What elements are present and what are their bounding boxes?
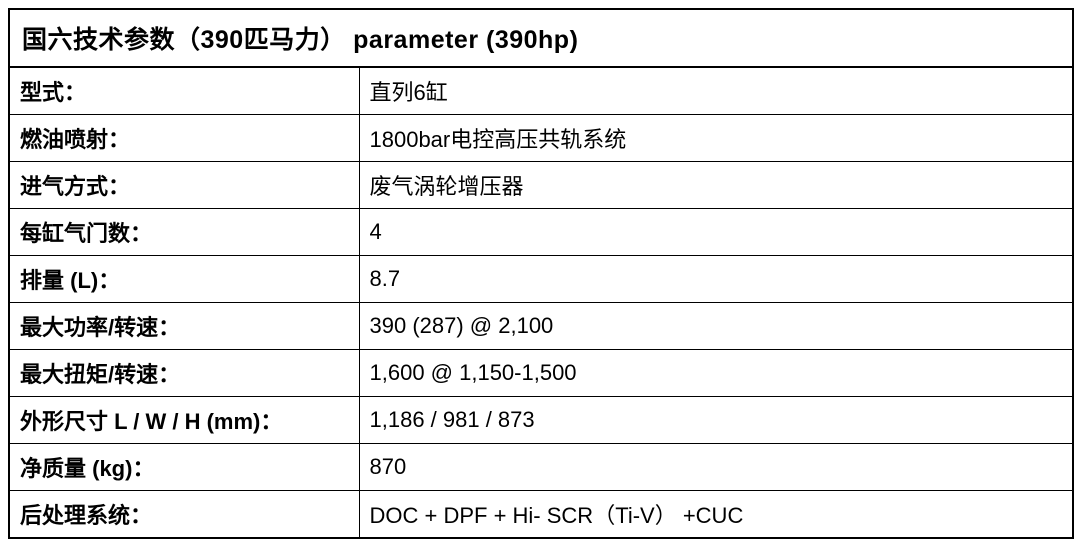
spec-value: 4 (359, 209, 1073, 256)
table-row: 排量 (L)：8.7 (9, 256, 1073, 303)
table-title: 国六技术参数（390匹马力） parameter (390hp) (9, 9, 1073, 67)
spec-value: 870 (359, 444, 1073, 491)
table-row: 每缸气门数：4 (9, 209, 1073, 256)
table-row: 进气方式：废气涡轮增压器 (9, 162, 1073, 209)
spec-value: 1,186 / 981 / 873 (359, 397, 1073, 444)
spec-value: 390 (287) @ 2,100 (359, 303, 1073, 350)
spec-label: 最大功率/转速： (9, 303, 359, 350)
spec-value: DOC + DPF + Hi- SCR（Ti-V） +CUC (359, 491, 1073, 539)
table-row: 燃油喷射：1800bar电控高压共轨系统 (9, 115, 1073, 162)
table-row: 后处理系统：DOC + DPF + Hi- SCR（Ti-V） +CUC (9, 491, 1073, 539)
spec-label: 后处理系统： (9, 491, 359, 539)
spec-label: 外形尺寸 L / W / H (mm)： (9, 397, 359, 444)
spec-value: 废气涡轮增压器 (359, 162, 1073, 209)
spec-label: 净质量 (kg)： (9, 444, 359, 491)
table-row: 最大扭矩/转速：1,600 @ 1,150-1,500 (9, 350, 1073, 397)
spec-label: 型式： (9, 67, 359, 115)
spec-label: 燃油喷射： (9, 115, 359, 162)
spec-value: 1800bar电控高压共轨系统 (359, 115, 1073, 162)
spec-table-container: 国六技术参数（390匹马力） parameter (390hp) 型式：直列6缸… (8, 8, 1072, 539)
spec-value: 直列6缸 (359, 67, 1073, 115)
table-row: 型式：直列6缸 (9, 67, 1073, 115)
spec-label: 每缸气门数： (9, 209, 359, 256)
table-row: 外形尺寸 L / W / H (mm)：1,186 / 981 / 873 (9, 397, 1073, 444)
spec-label: 排量 (L)： (9, 256, 359, 303)
spec-value: 1,600 @ 1,150-1,500 (359, 350, 1073, 397)
table-row: 净质量 (kg)：870 (9, 444, 1073, 491)
spec-label: 进气方式： (9, 162, 359, 209)
table-row: 最大功率/转速：390 (287) @ 2,100 (9, 303, 1073, 350)
spec-table: 国六技术参数（390匹马力） parameter (390hp) 型式：直列6缸… (8, 8, 1074, 539)
spec-value: 8.7 (359, 256, 1073, 303)
spec-label: 最大扭矩/转速： (9, 350, 359, 397)
